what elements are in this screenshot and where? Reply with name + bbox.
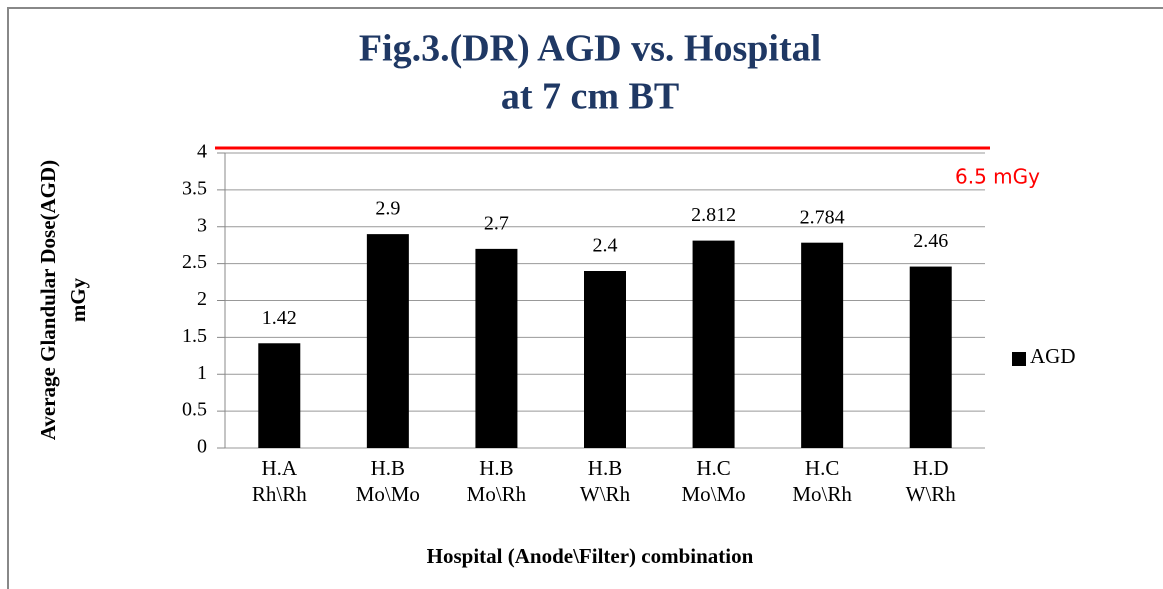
x-axis-label: Hospital (Anode\Filter) combination: [427, 544, 754, 568]
y-tick-label: 4: [197, 141, 207, 163]
x-tick-label: Mo\Mo: [681, 482, 745, 506]
y-axis-label: mGy: [66, 277, 90, 322]
chart-title: Fig.3.(DR) AGD vs. Hospital: [359, 28, 821, 70]
x-tick-label: Rh\Rh: [252, 482, 307, 506]
x-tick-label: H.B: [479, 456, 513, 480]
y-tick-label: 0: [197, 436, 207, 458]
bar: [801, 242, 844, 448]
x-tick-label: H.C: [696, 456, 730, 480]
data-label: 2.4: [593, 235, 618, 257]
bar: [475, 248, 518, 448]
data-label: 2.46: [913, 230, 948, 252]
x-tick-label: H.B: [371, 456, 405, 480]
chart-title: at 7 cm BT: [501, 76, 679, 118]
x-tick-label: W\Rh: [906, 482, 957, 506]
x-tick-label: Mo\Mo: [356, 482, 420, 506]
x-tick-label: H.C: [805, 456, 839, 480]
data-label: 2.784: [800, 206, 845, 228]
data-label: 1.42: [262, 307, 297, 329]
data-label: 2.812: [691, 204, 736, 226]
x-tick-label: H.B: [588, 456, 622, 480]
x-tick-label: H.A: [261, 456, 297, 480]
y-axis-label: Average Glandular Dose(AGD): [36, 160, 60, 440]
y-tick-label: 0.5: [182, 399, 207, 421]
x-tick-label: H.D: [913, 456, 949, 480]
y-tick-label: 2.5: [182, 251, 207, 273]
y-tick-label: 3.5: [182, 177, 207, 199]
legend-label: AGD: [1030, 344, 1076, 368]
y-tick-label: 3: [197, 214, 207, 236]
bar: [909, 266, 952, 448]
bar: [692, 240, 735, 448]
y-tick-label: 1.5: [182, 325, 207, 347]
data-label: 2.7: [484, 212, 509, 234]
x-tick-label: W\Rh: [580, 482, 631, 506]
reference-label: 6.5 mGy: [955, 165, 1040, 189]
legend-swatch: [1012, 352, 1026, 366]
bar: [366, 234, 409, 448]
data-label: 2.9: [375, 198, 400, 220]
bar: [584, 271, 626, 448]
bar: [258, 343, 301, 448]
x-tick-label: Mo\Rh: [467, 482, 527, 506]
y-tick-label: 2: [197, 288, 207, 310]
x-tick-label: Mo\Rh: [792, 482, 852, 506]
y-tick-label: 1: [197, 362, 207, 384]
